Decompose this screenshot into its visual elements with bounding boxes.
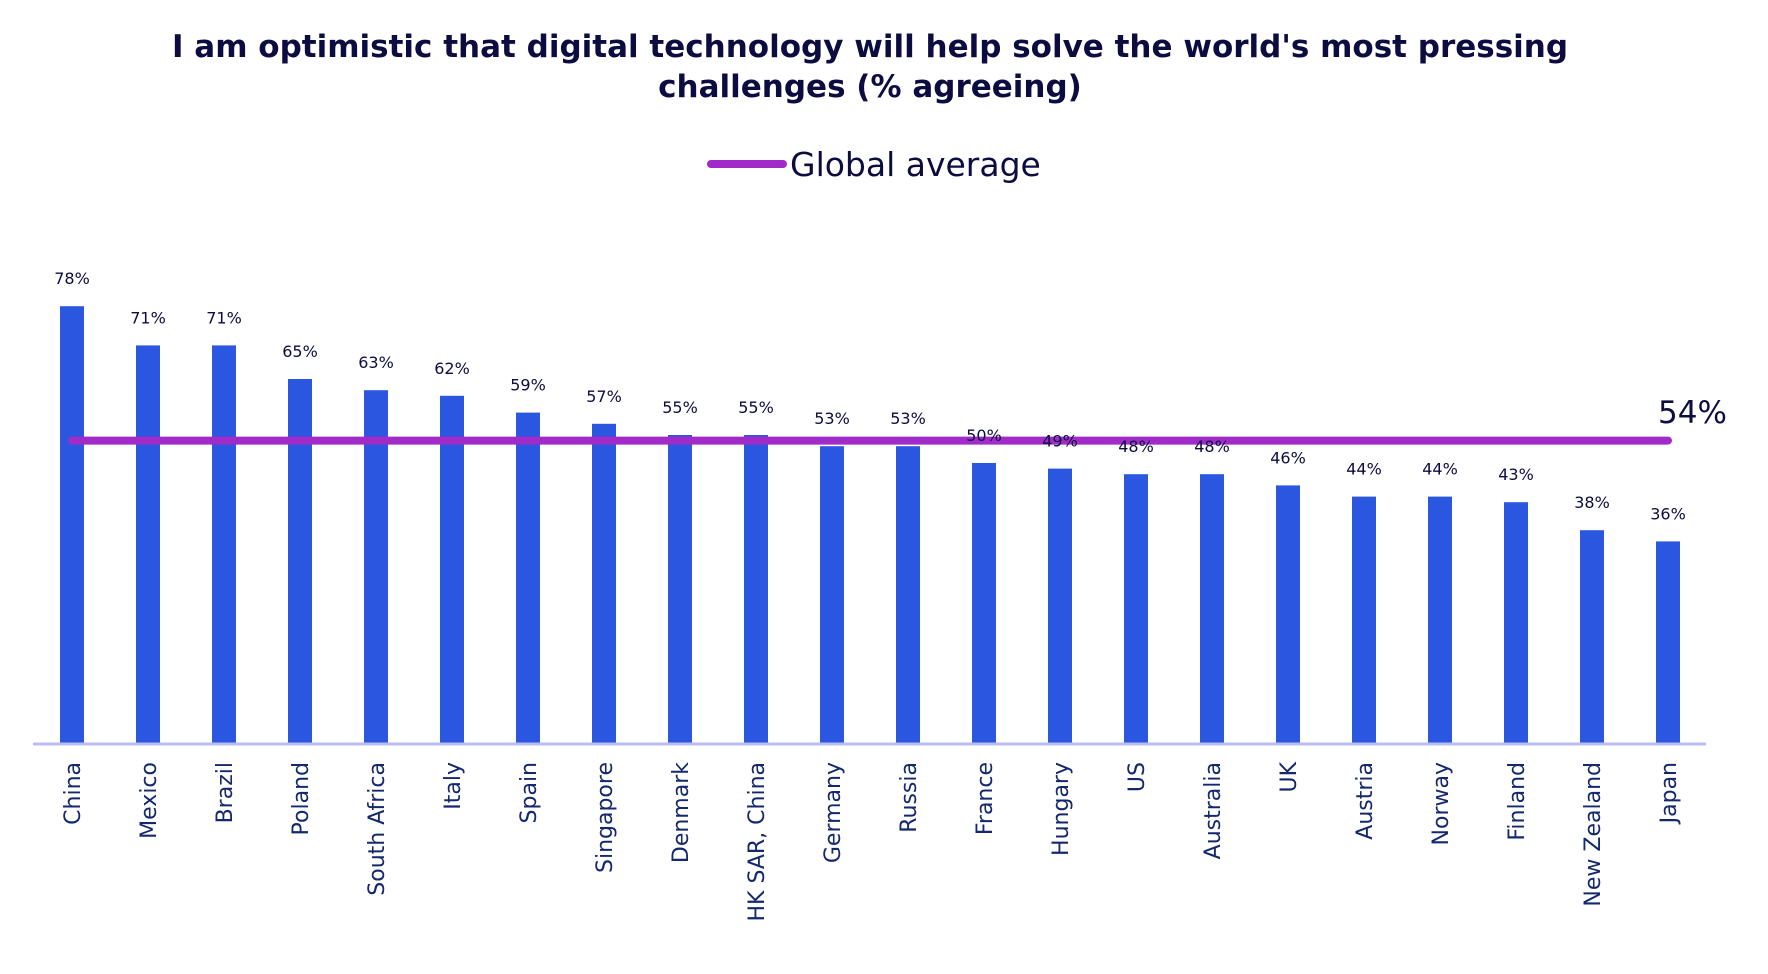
x-tick-label: New Zealand [1581,762,1606,907]
bar-singapore [592,423,616,743]
data-label: 48% [1194,437,1230,456]
bar-denmark [668,435,692,743]
bars [60,306,1680,743]
x-tick-label: Spain [517,762,542,823]
bar-south-africa [364,390,388,743]
bar-hk-sar-china [744,435,768,743]
x-tick-label: Norway [1429,762,1454,845]
value-labels: 78% 71% 71% 65% 63% 62% 59% 57% 55% 55% 53% 53% 50% 4… [54,269,1686,523]
data-label: 43% [1498,465,1534,484]
data-label: 50% [966,426,1002,445]
bar-germany [820,446,844,743]
data-label: 71% [130,308,166,327]
x-tick-label: Germany [821,762,846,863]
bar-china [60,306,84,743]
data-label: 49% [1042,432,1078,451]
data-label: 62% [434,359,470,378]
data-label: 65% [282,342,318,361]
x-tick-label: HK SAR, China [745,762,770,922]
data-label: 44% [1422,460,1458,479]
bar-new-zealand [1580,530,1604,743]
x-tick-label: Italy [441,762,466,810]
x-tick-label: Singapore [593,762,618,873]
bar-poland [288,379,312,743]
legend-label: Global average [790,145,1041,184]
bar-australia [1200,474,1224,743]
x-tick-label: US [1125,762,1150,792]
chart-title-line-1: I am optimistic that digital technology … [172,29,1568,65]
data-label: 59% [510,376,546,395]
global-average: 54% [68,395,1727,445]
data-label: 38% [1574,493,1610,512]
bar-brazil [212,345,236,743]
x-tick-label: France [973,762,998,835]
data-label: 46% [1270,448,1306,467]
global-average-label: 54% [1658,395,1727,431]
data-label: 55% [738,398,774,417]
data-label: 36% [1650,504,1686,523]
bar-finland [1504,502,1528,743]
x-tick-label: Hungary [1049,762,1074,856]
data-label: 55% [662,398,698,417]
x-tick-label: Austria [1353,762,1378,840]
bar-hungary [1048,468,1072,743]
data-label: 57% [586,387,622,406]
bar-japan [1656,541,1680,743]
x-tick-label: Mexico [137,762,162,839]
bar-us [1124,474,1148,743]
bar-russia [896,446,920,743]
x-tick-label: China [61,762,86,825]
x-tick-label: Japan [1657,762,1682,825]
chart-title-line-2: challenges (% agreeing) [658,69,1082,105]
bar-france [972,463,996,743]
bar-mexico [136,345,160,743]
x-tick-label: Denmark [669,762,694,863]
bar-norway [1428,496,1452,743]
data-label: 78% [54,269,90,288]
x-tick-label: UK [1277,761,1302,792]
x-axis-labels: China Mexico Brazil Poland South Africa Italy… [61,761,1682,921]
data-label: 53% [890,409,926,428]
data-label: 63% [358,353,394,372]
data-label: 48% [1118,437,1154,456]
bar-spain [516,412,540,743]
bar-uk [1276,485,1300,743]
data-label: 53% [814,409,850,428]
x-tick-label: Brazil [213,762,238,823]
x-tick-label: South Africa [365,762,390,896]
legend: Global average [707,145,1041,184]
data-label: 44% [1346,460,1382,479]
bar-italy [440,395,464,743]
x-tick-label: Poland [289,762,314,835]
x-tick-label: Australia [1201,762,1226,859]
data-label: 71% [206,308,242,327]
bar-austria [1352,496,1376,743]
chart-title: I am optimistic that digital technology … [172,29,1568,105]
x-tick-label: Russia [897,762,922,833]
x-tick-label: Finland [1505,762,1530,841]
